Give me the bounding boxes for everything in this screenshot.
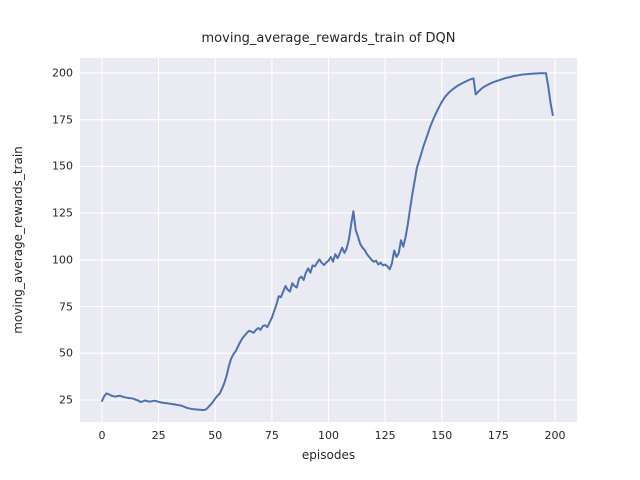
y-tick-label: 75 — [59, 300, 73, 314]
x-tick-label: 200 — [544, 429, 566, 442]
y-axis-label: moving_average_rewards_train — [11, 146, 25, 334]
chart-title: moving_average_rewards_train of DQN — [201, 31, 456, 46]
x-tick-label: 25 — [151, 429, 166, 442]
line-series — [101, 72, 554, 411]
x-tick-label: 100 — [318, 429, 339, 442]
x-tick-label: 175 — [487, 429, 509, 442]
y-tick-label: 50 — [59, 346, 73, 360]
gridlines — [80, 58, 577, 422]
plot-area — [80, 58, 577, 422]
y-tick-label: 150 — [52, 159, 73, 173]
x-tick-label: 75 — [264, 429, 279, 442]
x-tick-label: 50 — [208, 429, 223, 442]
x-tick-label: 150 — [431, 429, 453, 442]
x-axis-label: episodes — [301, 448, 356, 462]
y-tick-label: 100 — [52, 253, 73, 267]
y-tick-label: 200 — [52, 66, 73, 80]
y-tick-label: 125 — [52, 206, 73, 220]
plot-svg — [80, 58, 577, 422]
y-tick-label: 25 — [59, 393, 73, 407]
y-tick-label: 175 — [52, 113, 73, 127]
x-tick-label: 125 — [374, 429, 396, 442]
x-tick-label: 0 — [98, 429, 106, 442]
